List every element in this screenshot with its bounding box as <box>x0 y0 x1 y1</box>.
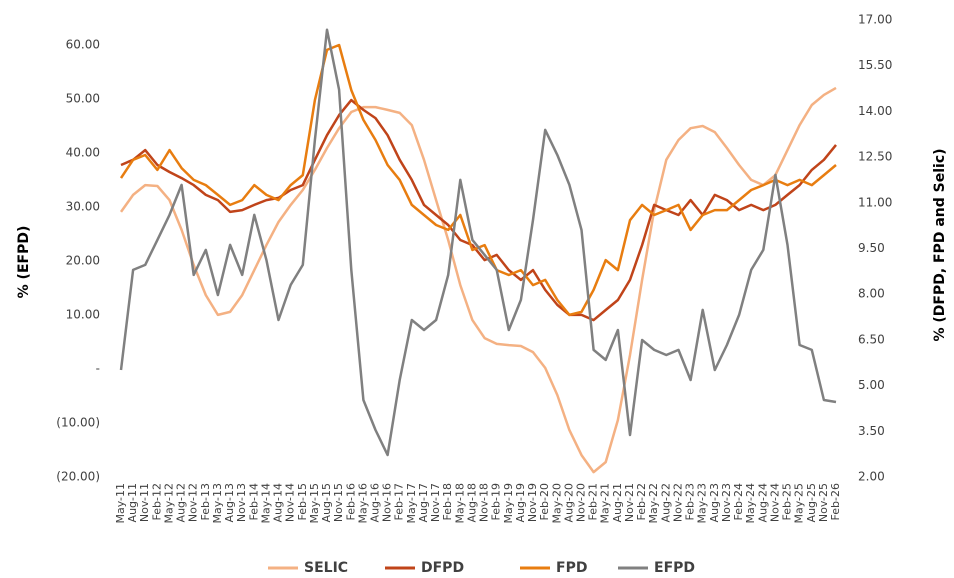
y-tick-label: 30.00 <box>66 199 100 213</box>
y2-tick-label: 8.00 <box>858 287 885 301</box>
x-tick-label: Nov-21 <box>623 483 636 522</box>
x-tick-label: Feb-19 <box>490 483 503 520</box>
y2-axis-title: % (DFPD, FPD and Selic) <box>932 148 948 341</box>
x-tick-label: Feb-15 <box>296 483 309 520</box>
x-tick-label: Feb-17 <box>393 483 406 520</box>
x-tick-label: Aug-14 <box>272 483 285 522</box>
y2-tick-label: 6.50 <box>858 332 885 346</box>
x-tick-label: May-19 <box>502 483 515 524</box>
x-tick-label: Feb-23 <box>684 483 697 520</box>
x-tick-label: Feb-13 <box>199 483 212 520</box>
y-tick-label: (10.00) <box>56 415 100 429</box>
x-tick-label: Aug-23 <box>708 483 721 522</box>
y2-tick-label: 14.00 <box>858 104 892 118</box>
x-tick-label: Feb-22 <box>635 483 648 520</box>
x-tick-label: Nov-20 <box>575 483 588 522</box>
x-tick-label: Feb-16 <box>344 483 357 520</box>
x-tick-label: May-11 <box>114 483 127 524</box>
x-tick-label: Aug-11 <box>126 483 139 522</box>
x-tick-label: May-24 <box>744 483 757 524</box>
y2-tick-label: 9.50 <box>858 241 885 255</box>
x-tick-label: Aug-19 <box>514 483 527 522</box>
legend-label: EFPD <box>654 560 695 576</box>
x-tick-label: May-15 <box>308 483 321 524</box>
x-tick-label: Nov-25 <box>817 483 830 522</box>
x-tick-label: Feb-14 <box>247 483 260 520</box>
x-tick-label: Aug-25 <box>805 483 818 522</box>
x-tick-label: Nov-23 <box>720 483 733 522</box>
x-tick-label: May-13 <box>211 483 224 524</box>
x-tick-label: Nov-19 <box>526 483 539 522</box>
y2-tick-label: 17.00 <box>858 13 892 27</box>
x-tick-label: Feb-18 <box>441 483 454 520</box>
y-tick-label: 20.00 <box>66 253 100 267</box>
legend-label: DFPD <box>421 560 464 576</box>
x-tick-label: Feb-26 <box>829 483 842 520</box>
x-tick-label: May-14 <box>259 483 272 524</box>
x-tick-label: Nov-22 <box>671 483 684 522</box>
y-tick-label: - <box>96 361 100 375</box>
x-tick-label: Aug-17 <box>417 483 430 522</box>
x-tick-label: Nov-13 <box>235 483 248 522</box>
x-tick-label: Aug-12 <box>175 483 188 522</box>
x-tick-label: Nov-15 <box>332 483 345 522</box>
y2-tick-label: 11.00 <box>858 195 892 209</box>
x-tick-label: Aug-20 <box>562 483 575 522</box>
y-axis-title: % (EFPD) <box>16 226 32 299</box>
legend-label: FPD <box>556 560 587 576</box>
x-tick-label: Nov-14 <box>284 483 297 522</box>
x-tick-label: Nov-11 <box>138 483 151 522</box>
y-tick-label: 50.00 <box>66 91 100 105</box>
x-tick-label: Feb-21 <box>587 483 600 520</box>
y2-tick-label: 2.00 <box>858 470 885 484</box>
x-tick-label: Feb-24 <box>732 483 745 520</box>
series-line <box>120 98 837 322</box>
x-tick-label: Aug-24 <box>756 483 769 522</box>
y-tick-label: 40.00 <box>66 145 100 159</box>
y2-tick-label: 12.50 <box>858 150 892 164</box>
y-tick-label: (20.00) <box>56 470 100 484</box>
x-tick-label: May-22 <box>647 483 660 524</box>
x-tick-label: Aug-21 <box>611 483 624 522</box>
x-tick-label: Nov-16 <box>381 483 394 522</box>
x-tick-label: Aug-13 <box>223 483 236 522</box>
y2-tick-label: 5.00 <box>858 378 885 392</box>
x-tick-label: May-21 <box>599 483 612 524</box>
series-line <box>119 28 837 457</box>
x-tick-label: May-12 <box>162 483 175 524</box>
x-tick-label: Feb-25 <box>781 483 794 520</box>
x-tick-label: May-16 <box>356 483 369 524</box>
y2-tick-label: 15.50 <box>858 58 892 72</box>
x-tick-label: May-17 <box>405 483 418 524</box>
x-tick-label: Nov-24 <box>768 483 781 522</box>
x-tick-label: Aug-22 <box>659 483 672 522</box>
series-line <box>119 43 837 317</box>
x-tick-label: May-25 <box>793 483 806 524</box>
legend-label: SELIC <box>304 560 348 576</box>
x-tick-label: Nov-17 <box>429 483 442 522</box>
x-tick-label: May-18 <box>453 483 466 524</box>
x-tick-label: Aug-18 <box>465 483 478 522</box>
x-tick-label: May-20 <box>550 483 563 524</box>
y-tick-label: 60.00 <box>66 37 100 51</box>
x-tick-label: Nov-12 <box>187 483 200 522</box>
y-tick-label: 10.00 <box>66 307 100 321</box>
x-tick-label: Feb-12 <box>150 483 163 520</box>
x-tick-label: Aug-16 <box>368 483 381 522</box>
x-tick-label: May-23 <box>696 483 709 524</box>
x-tick-label: Aug-15 <box>320 483 333 522</box>
x-tick-label: Nov-18 <box>478 483 491 522</box>
x-tick-label: Feb-20 <box>538 483 551 520</box>
y2-tick-label: 3.50 <box>858 424 885 438</box>
series-line <box>119 86 837 474</box>
